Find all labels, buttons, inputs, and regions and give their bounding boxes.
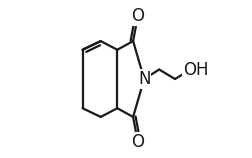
Text: O: O bbox=[131, 7, 144, 25]
Text: O: O bbox=[131, 133, 144, 151]
Text: OH: OH bbox=[183, 61, 208, 79]
Text: N: N bbox=[138, 70, 150, 88]
